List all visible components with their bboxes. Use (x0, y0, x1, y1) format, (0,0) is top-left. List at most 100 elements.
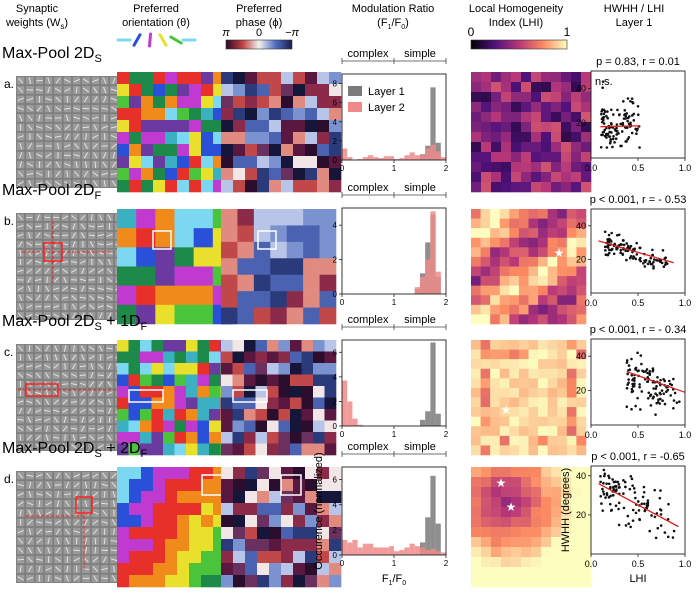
weight-stroke (80, 399, 86, 405)
weight-stroke (94, 537, 97, 545)
phase-cell (317, 551, 330, 564)
weight-stroke (71, 268, 77, 273)
weight-stroke (56, 537, 60, 545)
scatter-point (628, 246, 632, 250)
lhi-cell (561, 172, 572, 183)
weight-stroke (82, 107, 90, 110)
weight-stroke (45, 434, 49, 441)
orientation-cell (117, 467, 130, 480)
phase-cell (329, 84, 342, 97)
orientation-cell (136, 285, 156, 306)
orientation-cell (189, 491, 202, 504)
scatter-stats: p = 0.83, r = 0.01 (596, 56, 680, 68)
scatter-point (615, 129, 619, 133)
x-tick-label: 0 (340, 430, 345, 439)
weight-stroke (18, 152, 23, 159)
weight-stroke (97, 305, 104, 308)
weight-stroke (28, 509, 32, 517)
lhi-cell (581, 577, 592, 588)
lhi-cell (571, 517, 582, 528)
lhi-cell (561, 152, 572, 163)
phase-cell (293, 467, 306, 480)
lhi-cell (531, 557, 542, 568)
phase-cell (245, 120, 258, 133)
lhi-cell (518, 228, 529, 239)
lhi-cell (581, 547, 592, 558)
weight-stroke (110, 540, 118, 542)
lhi-cell (566, 237, 577, 248)
phase-map (221, 72, 342, 193)
hist-xlabel: F1/F0 (382, 573, 406, 587)
lhi-cell (541, 527, 552, 538)
weight-stroke (26, 162, 34, 167)
weight-stroke (79, 296, 87, 299)
weight-stroke (79, 382, 86, 386)
phase-cell (305, 108, 318, 121)
scatter-point (646, 501, 650, 505)
weight-stroke (17, 576, 24, 581)
weight-stroke (110, 126, 118, 129)
phase-cell (221, 132, 234, 145)
weight-stroke (18, 87, 24, 93)
scatter-point (652, 258, 656, 261)
lhi-cell (551, 112, 562, 123)
lhi-cell (541, 92, 552, 103)
phase-cell (313, 420, 325, 433)
lhi-cell (531, 467, 542, 478)
phase-cell (278, 397, 291, 410)
phase-cell (232, 397, 245, 410)
orientation-cell (117, 108, 130, 121)
weight-stroke (64, 162, 71, 167)
phase-cell (233, 96, 246, 109)
weight-stroke (70, 418, 78, 421)
orientation-legend (116, 32, 197, 48)
weight-stroke (103, 537, 106, 545)
weight-stroke (112, 519, 116, 526)
scatter-point (631, 484, 634, 487)
orientation-cell (141, 156, 154, 169)
weight-stroke (89, 399, 95, 405)
lhi-cell (518, 266, 529, 277)
lhi-cell (480, 228, 491, 239)
phase-cell (319, 258, 337, 276)
phase-cell (303, 225, 320, 243)
phase-cell (269, 96, 282, 109)
weight-stroke (110, 97, 118, 102)
weight-stroke (46, 472, 51, 479)
lhi-cell (521, 112, 532, 123)
lhi-cell (571, 122, 582, 133)
phase-cell (221, 108, 234, 121)
weight-stroke (71, 303, 76, 310)
orientation-cell (140, 432, 152, 444)
weight-stroke (79, 304, 86, 309)
orientation-cell (165, 515, 178, 528)
phase-cell (221, 563, 234, 576)
lhi-cell (531, 497, 542, 508)
lhi-cell (499, 228, 510, 239)
weight-stroke (55, 528, 61, 535)
scatter-point (667, 379, 671, 383)
weight-stroke (35, 409, 42, 413)
lhi-cell (490, 407, 501, 417)
lhi-cell (571, 507, 582, 518)
weight-stroke (53, 444, 60, 449)
orientation-cell (209, 340, 221, 352)
lhi-cell (471, 497, 482, 508)
weight-stroke (93, 124, 98, 131)
hist-bar-layer2 (373, 157, 379, 160)
scatter-point (624, 485, 627, 489)
lhi-cell (566, 266, 577, 277)
phase-cell (313, 340, 325, 352)
lhi-cell (521, 467, 532, 478)
phase-cell (305, 180, 318, 193)
lhi-cell (511, 122, 522, 133)
lhi-cell (518, 349, 529, 360)
lhi-cell (521, 82, 532, 93)
phase-cell (221, 527, 234, 540)
row-letter: b. (4, 214, 14, 228)
lhi-cell (557, 368, 568, 379)
weight-stroke (62, 409, 69, 413)
weight-stroke (17, 547, 24, 553)
orientation-cell (177, 551, 190, 564)
scatter-point (600, 117, 604, 121)
